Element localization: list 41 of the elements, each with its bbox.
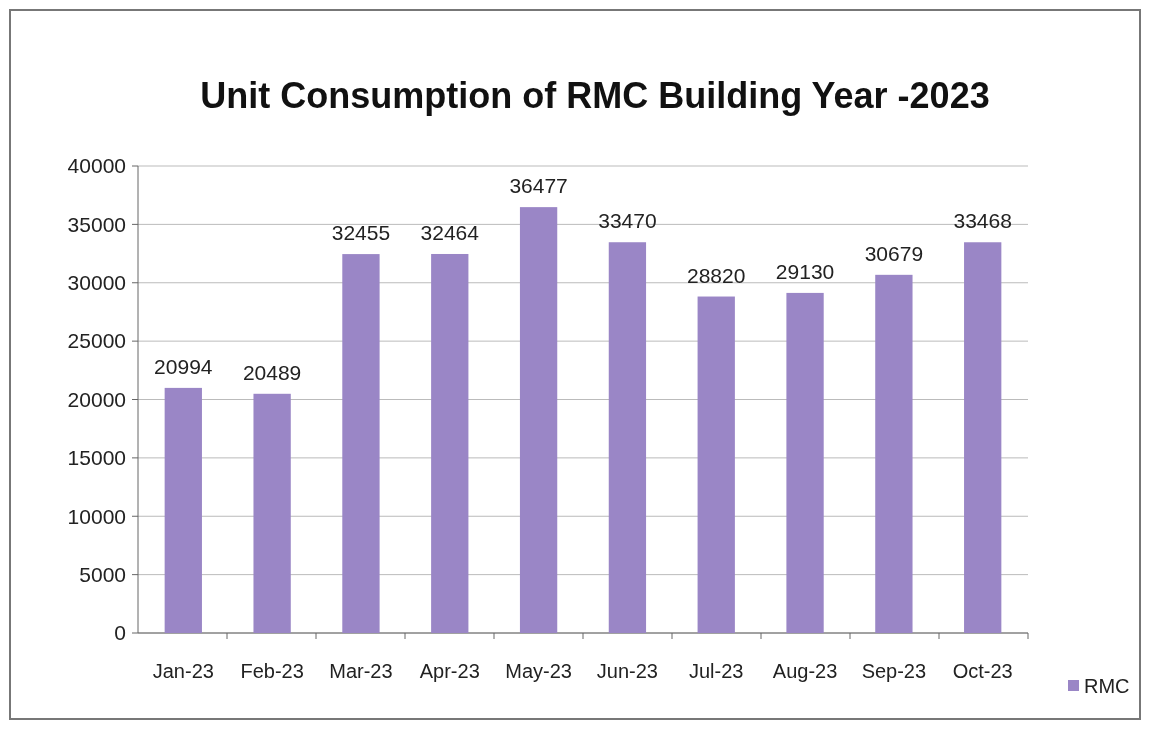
bar [608, 242, 647, 633]
bar [697, 296, 735, 633]
y-tick-label: 0 [114, 621, 126, 645]
data-label: 29130 [775, 259, 835, 283]
y-tick-label: 15000 [67, 446, 126, 470]
data-label: 28820 [687, 263, 746, 287]
bar [786, 292, 824, 633]
bar [964, 242, 1002, 633]
data-label: 30679 [864, 241, 924, 265]
bar [342, 254, 380, 633]
x-tick-label: May-23 [505, 660, 572, 682]
data-label: 20994 [154, 354, 213, 378]
data-label: 33468 [953, 209, 1012, 233]
x-tick-label: Jun-23 [596, 660, 658, 682]
bar [164, 387, 202, 633]
y-tick-label: 30000 [67, 271, 126, 295]
bar [253, 393, 291, 633]
y-tick-label: 25000 [67, 329, 126, 353]
data-label: 36477 [509, 174, 568, 198]
bar [875, 274, 913, 633]
x-tick-label: Jan-23 [152, 660, 214, 682]
x-tick-label: Feb-23 [240, 660, 304, 682]
y-tick-label: 10000 [67, 504, 126, 528]
y-tick-label: 35000 [67, 212, 126, 236]
x-tick-label: Oct-23 [952, 660, 1013, 682]
x-tick-label: Aug-23 [772, 660, 838, 682]
x-tick-label: Jul-23 [688, 660, 744, 682]
bar [431, 253, 469, 633]
y-tick-label: 20000 [67, 387, 126, 411]
y-tick-label: 40000 [67, 154, 126, 178]
data-label: 32464 [420, 220, 480, 244]
x-tick-label: Sep-23 [861, 660, 927, 682]
data-label: 20489 [242, 360, 302, 384]
chart-title: Unit Consumption of RMC Building Year -2023 [200, 75, 990, 116]
data-label: 33470 [598, 209, 657, 233]
legend-label: RMC [1084, 675, 1130, 697]
x-tick-label: Apr-23 [419, 660, 480, 682]
y-tick-label: 5000 [79, 562, 126, 586]
x-tick-label: Mar-23 [329, 660, 393, 682]
data-label: 32455 [331, 221, 391, 245]
bar [519, 207, 558, 633]
